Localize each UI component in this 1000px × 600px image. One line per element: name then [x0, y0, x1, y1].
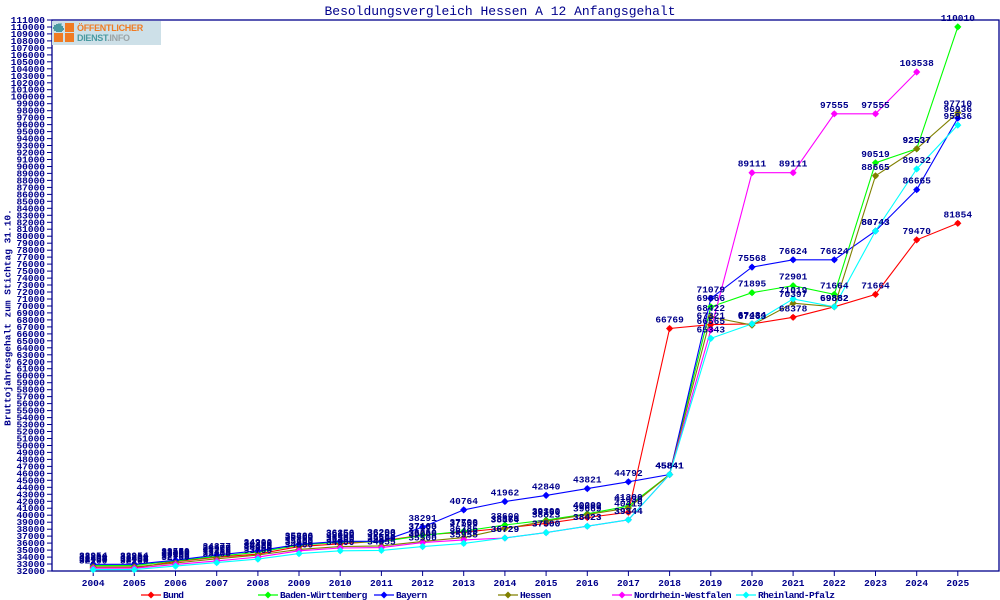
svg-text:Baden-Württemberg: Baden-Württemberg	[280, 590, 368, 600]
svg-text:Hessen: Hessen	[520, 590, 552, 600]
svg-text:DIENST.INFO: DIENST.INFO	[77, 33, 130, 43]
svg-text:Bund: Bund	[163, 590, 184, 600]
svg-text:Bayern: Bayern	[396, 590, 428, 600]
svg-text:Nordrhein-Westfalen: Nordrhein-Westfalen	[634, 590, 732, 600]
svg-text:Rheinland-Pfalz: Rheinland-Pfalz	[758, 590, 835, 600]
svg-text:ÖFFENTLICHER: ÖFFENTLICHER	[77, 23, 144, 33]
